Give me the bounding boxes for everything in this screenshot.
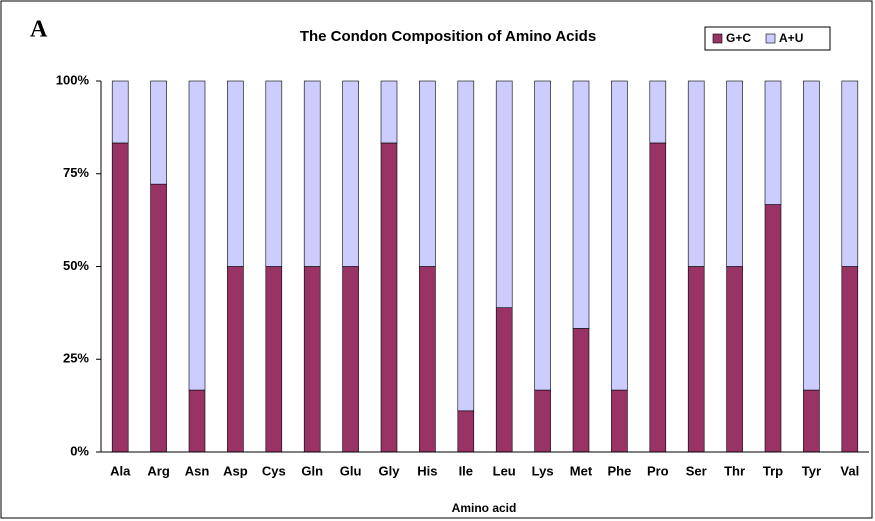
- bar-segment: [611, 80, 628, 391]
- bar-segment: [150, 80, 167, 185]
- x-tick-label: Thr: [724, 463, 745, 478]
- y-tick-label: 100%: [56, 72, 90, 87]
- bar-segment: [803, 80, 820, 391]
- bar-segment: [803, 389, 820, 453]
- x-tick-label: His: [417, 463, 437, 478]
- bar-segment: [764, 80, 782, 205]
- legend-label: G+C: [726, 31, 751, 45]
- bar-segment: [419, 266, 436, 453]
- bar-segment: [227, 80, 244, 267]
- x-tick-label: Trp: [763, 463, 783, 478]
- bar-segment: [649, 80, 667, 144]
- bar-segment: [649, 142, 667, 453]
- bar-segment: [111, 80, 129, 144]
- bar-segment: [303, 266, 321, 453]
- bar-segment: [380, 80, 398, 144]
- x-tick-label: Tyr: [802, 463, 821, 478]
- x-tick-label: Arg: [147, 463, 169, 478]
- bar-segment: [841, 80, 859, 267]
- chart-title: The Condon Composition of Amino Acids: [300, 28, 596, 45]
- bar-segment: [188, 389, 206, 453]
- bar-segment: [534, 389, 551, 453]
- legend-swatch: [712, 33, 723, 44]
- y-tick-label: 50%: [63, 258, 89, 273]
- bar-segment: [188, 80, 206, 391]
- bar-segment: [534, 80, 551, 391]
- x-tick-label: Ser: [686, 463, 707, 478]
- x-tick-label: Gln: [301, 463, 323, 478]
- bar-segment: [380, 142, 398, 453]
- x-tick-label: Cys: [262, 463, 286, 478]
- bar-segment: [726, 80, 743, 267]
- bar-segment: [111, 142, 129, 453]
- x-tick-label: Val: [840, 463, 859, 478]
- y-tick-label: 75%: [63, 165, 89, 180]
- y-tick-label: 25%: [63, 351, 89, 366]
- bar-segment: [495, 307, 513, 453]
- panel-label: A: [30, 17, 48, 43]
- x-tick-label: Phe: [607, 463, 631, 478]
- x-tick-label: Ala: [110, 463, 131, 478]
- legend-swatch: [765, 33, 776, 44]
- bar-segment: [495, 80, 513, 308]
- legend-label: A+U: [779, 31, 803, 45]
- bar-segment: [265, 80, 283, 267]
- bar-segment: [457, 410, 475, 453]
- bar-segment: [764, 204, 782, 453]
- bar-segment: [303, 80, 321, 267]
- bar-segment: [265, 266, 283, 453]
- x-tick-label: Gly: [379, 463, 401, 478]
- x-tick-label: Leu: [493, 463, 516, 478]
- bar-segment: [687, 266, 705, 453]
- x-tick-label: Asp: [223, 463, 248, 478]
- bar-segment: [342, 266, 359, 453]
- bar-segment: [457, 80, 475, 412]
- bar-segment: [150, 183, 167, 453]
- bar-segment: [419, 80, 436, 267]
- bar-segment: [611, 389, 628, 453]
- x-tick-label: Lys: [532, 463, 554, 478]
- x-tick-label: Glu: [340, 463, 362, 478]
- x-tick-label: Ile: [459, 463, 473, 478]
- bar-segment: [572, 80, 590, 329]
- x-tick-label: Met: [570, 463, 593, 478]
- x-tick-label: Pro: [647, 463, 669, 478]
- bar-segment: [841, 266, 859, 453]
- bar-segment: [726, 266, 743, 453]
- x-tick-label: Asn: [185, 463, 210, 478]
- y-tick-label: 0%: [70, 443, 89, 458]
- bar-segment: [687, 80, 705, 267]
- bar-segment: [572, 328, 590, 453]
- bar-segment: [342, 80, 359, 267]
- x-axis-label: Amino acid: [452, 501, 517, 515]
- bar-segment: [227, 266, 244, 453]
